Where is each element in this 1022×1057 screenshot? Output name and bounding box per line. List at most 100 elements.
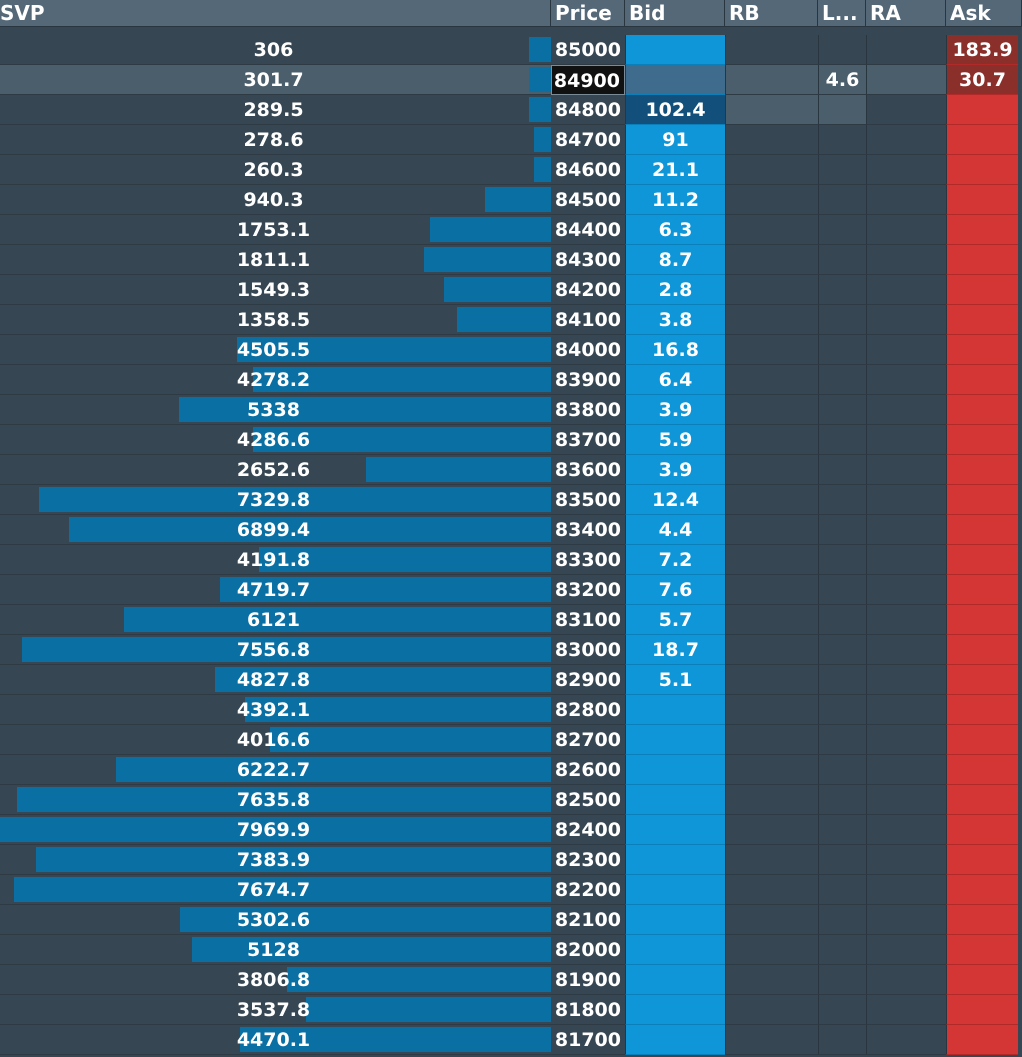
- bid-cell[interactable]: 7.2: [625, 545, 725, 575]
- ra-cell[interactable]: [866, 275, 946, 305]
- column-header-svp[interactable]: SVP: [0, 0, 551, 27]
- ladder-row[interactable]: 260.3 84600 21.1: [0, 155, 1022, 185]
- ladder-row[interactable]: 4278.2 83900 6.4: [0, 365, 1022, 395]
- bid-cell[interactable]: [625, 815, 725, 845]
- ra-cell[interactable]: [866, 35, 946, 65]
- rb-cell[interactable]: [725, 425, 818, 455]
- rb-cell[interactable]: [725, 275, 818, 305]
- ra-cell[interactable]: [866, 95, 946, 125]
- ask-cell[interactable]: [946, 695, 1018, 725]
- ra-cell[interactable]: [866, 785, 946, 815]
- ask-cell[interactable]: [946, 155, 1018, 185]
- ladder-row[interactable]: 3806.8 81900: [0, 965, 1022, 995]
- bid-cell[interactable]: 5.7: [625, 605, 725, 635]
- ladder-row[interactable]: 4016.6 82700: [0, 725, 1022, 755]
- rb-cell[interactable]: [725, 995, 818, 1025]
- rb-cell[interactable]: [725, 875, 818, 905]
- ladder-row[interactable]: 7556.8 83000 18.7: [0, 635, 1022, 665]
- price-cell[interactable]: 82700: [551, 725, 625, 755]
- ladder-row[interactable]: 289.5 84800 102.4: [0, 95, 1022, 125]
- ra-cell[interactable]: [866, 1025, 946, 1055]
- ladder-row[interactable]: 7969.9 82400: [0, 815, 1022, 845]
- ask-cell[interactable]: [946, 965, 1018, 995]
- rb-cell[interactable]: [725, 245, 818, 275]
- price-cell[interactable]: 84800: [551, 95, 625, 125]
- price-cell[interactable]: 82300: [551, 845, 625, 875]
- ra-cell[interactable]: [866, 425, 946, 455]
- bid-cell[interactable]: 6.4: [625, 365, 725, 395]
- bid-cell[interactable]: 102.4: [625, 95, 725, 125]
- ask-cell[interactable]: [946, 275, 1018, 305]
- ra-cell[interactable]: [866, 695, 946, 725]
- price-cell[interactable]: 81700: [551, 1025, 625, 1055]
- bid-cell[interactable]: 2.8: [625, 275, 725, 305]
- ra-cell[interactable]: [866, 665, 946, 695]
- rb-cell[interactable]: [725, 545, 818, 575]
- bid-cell[interactable]: 4.4: [625, 515, 725, 545]
- bid-cell[interactable]: 7.6: [625, 575, 725, 605]
- ask-cell[interactable]: [946, 215, 1018, 245]
- bid-cell[interactable]: 16.8: [625, 335, 725, 365]
- ladder-row[interactable]: 940.3 84500 11.2: [0, 185, 1022, 215]
- ladder-row[interactable]: 1753.1 84400 6.3: [0, 215, 1022, 245]
- ladder-row[interactable]: 5302.6 82100: [0, 905, 1022, 935]
- ladder-row[interactable]: 4470.1 81700: [0, 1025, 1022, 1055]
- bid-cell[interactable]: [625, 875, 725, 905]
- rb-cell[interactable]: [725, 755, 818, 785]
- price-cell[interactable]: 84100: [551, 305, 625, 335]
- bid-cell[interactable]: 11.2: [625, 185, 725, 215]
- price-cell[interactable]: 82600: [551, 755, 625, 785]
- price-cell[interactable]: 82200: [551, 875, 625, 905]
- bid-cell[interactable]: [625, 695, 725, 725]
- ra-cell[interactable]: [866, 395, 946, 425]
- ladder-row[interactable]: 3537.8 81800: [0, 995, 1022, 1025]
- ask-cell[interactable]: [946, 125, 1018, 155]
- price-cell[interactable]: 81900: [551, 965, 625, 995]
- ra-cell[interactable]: [866, 335, 946, 365]
- ask-cell[interactable]: [946, 425, 1018, 455]
- rb-cell[interactable]: [725, 575, 818, 605]
- ra-cell[interactable]: [866, 905, 946, 935]
- ra-cell[interactable]: [866, 155, 946, 185]
- ask-cell[interactable]: [946, 485, 1018, 515]
- ladder-row[interactable]: 5128 82000: [0, 935, 1022, 965]
- ra-cell[interactable]: [866, 605, 946, 635]
- rb-cell[interactable]: [725, 905, 818, 935]
- bid-cell[interactable]: [625, 995, 725, 1025]
- ask-cell[interactable]: [946, 335, 1018, 365]
- bid-cell[interactable]: [625, 1025, 725, 1055]
- ra-cell[interactable]: [866, 995, 946, 1025]
- price-cell[interactable]: 83100: [551, 605, 625, 635]
- ra-cell[interactable]: [866, 875, 946, 905]
- ladder-row[interactable]: 4286.6 83700 5.9: [0, 425, 1022, 455]
- ra-cell[interactable]: [866, 965, 946, 995]
- price-cell[interactable]: 85000: [551, 35, 625, 65]
- bid-cell[interactable]: [625, 905, 725, 935]
- rb-cell[interactable]: [725, 815, 818, 845]
- ask-cell[interactable]: [946, 905, 1018, 935]
- rb-cell[interactable]: [725, 185, 818, 215]
- bid-cell[interactable]: 91: [625, 125, 725, 155]
- ladder-row[interactable]: 7674.7 82200: [0, 875, 1022, 905]
- ladder-row[interactable]: 4719.7 83200 7.6: [0, 575, 1022, 605]
- bid-cell[interactable]: 3.8: [625, 305, 725, 335]
- price-cell[interactable]: 84400: [551, 215, 625, 245]
- ra-cell[interactable]: [866, 305, 946, 335]
- ask-cell[interactable]: [946, 935, 1018, 965]
- ask-cell[interactable]: [946, 785, 1018, 815]
- bid-cell[interactable]: [625, 755, 725, 785]
- ladder-row[interactable]: 4191.8 83300 7.2: [0, 545, 1022, 575]
- ra-cell[interactable]: [866, 125, 946, 155]
- price-cell[interactable]: 82000: [551, 935, 625, 965]
- ra-cell[interactable]: [866, 545, 946, 575]
- rb-cell[interactable]: [725, 95, 818, 125]
- ra-cell[interactable]: [866, 815, 946, 845]
- rb-cell[interactable]: [725, 35, 818, 65]
- price-cell[interactable]: 82400: [551, 815, 625, 845]
- bid-cell[interactable]: 5.9: [625, 425, 725, 455]
- ladder-row[interactable]: 7383.9 82300: [0, 845, 1022, 875]
- bid-cell[interactable]: 8.7: [625, 245, 725, 275]
- rb-cell[interactable]: [725, 695, 818, 725]
- price-cell[interactable]: 84700: [551, 125, 625, 155]
